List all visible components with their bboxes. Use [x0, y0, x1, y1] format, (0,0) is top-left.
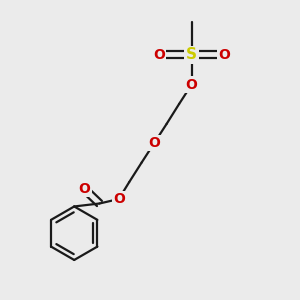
Text: O: O — [113, 192, 125, 206]
Text: S: S — [186, 47, 197, 62]
Text: O: O — [79, 182, 91, 196]
Text: O: O — [218, 48, 230, 62]
Text: O: O — [153, 48, 165, 62]
Text: O: O — [148, 136, 160, 150]
Text: O: O — [186, 78, 197, 92]
